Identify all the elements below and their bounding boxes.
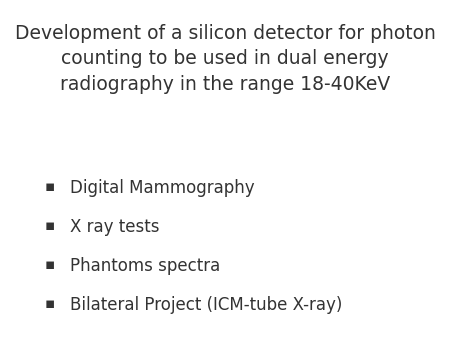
Text: ▪: ▪ [45, 257, 55, 272]
Text: ▪: ▪ [45, 296, 55, 311]
Text: ▪: ▪ [45, 218, 55, 233]
Text: Development of a silicon detector for photon
counting to be used in dual energy
: Development of a silicon detector for ph… [14, 24, 436, 94]
Text: ▪: ▪ [45, 179, 55, 194]
Text: Bilateral Project (ICM-tube X-ray): Bilateral Project (ICM-tube X-ray) [70, 296, 342, 314]
Text: Phantoms spectra: Phantoms spectra [70, 257, 220, 275]
Text: X ray tests: X ray tests [70, 218, 159, 236]
Text: Digital Mammography: Digital Mammography [70, 179, 254, 197]
